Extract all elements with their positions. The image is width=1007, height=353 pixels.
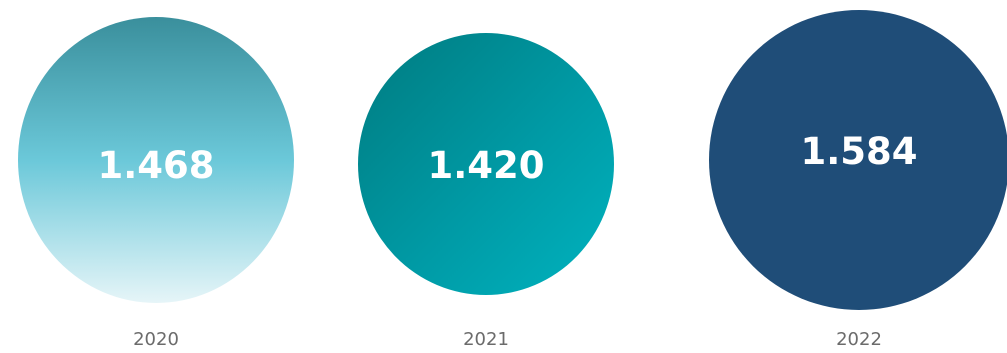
bubble-group: 1.468 2020 1.420 2021 1.584 2022 — [18, 10, 1007, 350]
bubble-value-label-2020: 1.468 — [97, 144, 214, 187]
bubble-2021 — [358, 33, 614, 295]
category-label-2020: 2020 — [133, 329, 179, 350]
bubble-value-label-2022: 1.584 — [800, 130, 917, 173]
bubble-value-label-2021: 1.420 — [427, 144, 544, 187]
category-label-2021: 2021 — [463, 329, 509, 350]
category-label-2022: 2022 — [836, 329, 882, 350]
bubble-2020 — [18, 17, 294, 303]
bubble-2022 — [709, 10, 1007, 310]
